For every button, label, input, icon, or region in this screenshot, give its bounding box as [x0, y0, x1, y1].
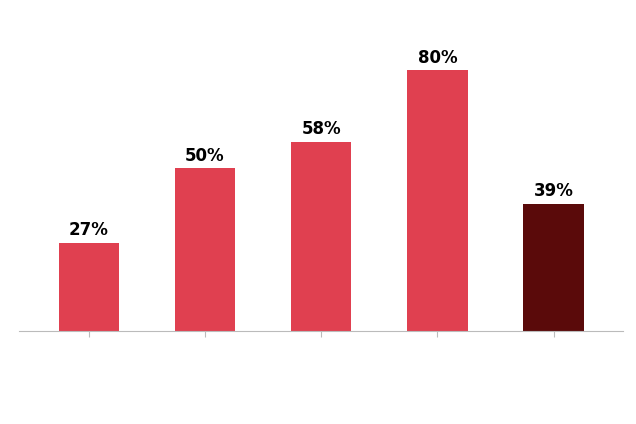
Bar: [291, 142, 351, 331]
Text: 27%: 27%: [69, 221, 109, 240]
Text: 39%: 39%: [534, 182, 574, 201]
Bar: [407, 70, 467, 331]
Bar: [523, 204, 584, 331]
Bar: [175, 168, 235, 331]
Text: 80%: 80%: [418, 49, 457, 67]
Text: 58%: 58%: [301, 120, 341, 139]
Text: 50%: 50%: [185, 147, 225, 165]
Bar: [59, 243, 119, 331]
